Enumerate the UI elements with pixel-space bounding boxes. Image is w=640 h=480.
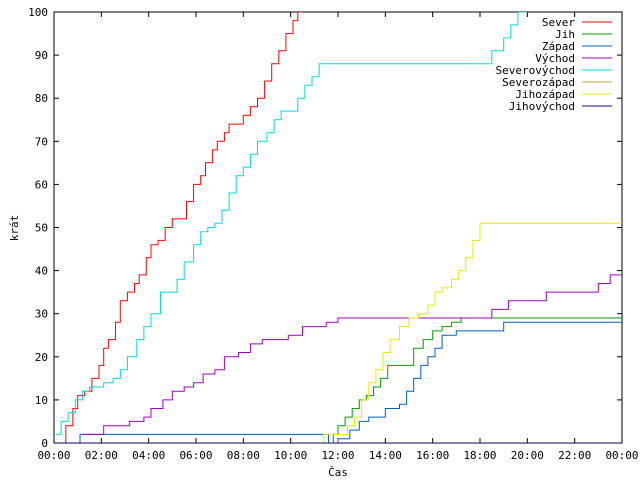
series-line-4 [82,274,622,435]
y-tick-label: 90 [35,49,48,62]
y-tick-label: 10 [35,394,48,407]
legend-label: Východ [535,52,575,65]
x-tick-label: 02:00 [85,449,118,462]
series-line-7 [314,222,622,443]
y-axis-label: krát [8,215,21,242]
x-tick-label: 06:00 [179,449,212,462]
series-layer [54,12,622,443]
y-tick-label: 60 [35,178,48,191]
x-tick-label: 00:00 [605,449,638,462]
series-line-3 [54,321,622,443]
x-tick-label: 22:00 [558,449,591,462]
x-tick-label: 04:00 [132,449,165,462]
x-tick-label: 00:00 [37,449,70,462]
x-tick-label: 12:00 [321,449,354,462]
x-tick-label: 08:00 [227,449,260,462]
legend-label: Sever [542,16,575,29]
y-tick-label: 100 [28,6,48,19]
y-tick-label: 70 [35,135,48,148]
axes: 0 10 20 30 40 50 60 70 80 90 100 00:00 02:00 04:00 06:… [28,6,638,462]
legend-label: Severozápad [502,76,575,89]
x-tick-label: 16:00 [416,449,449,462]
y-tick-label: 50 [35,222,48,235]
legend-label: Západ [542,40,575,53]
y-tick-label: 80 [35,92,48,105]
x-tick-label: 14:00 [369,449,402,462]
series-line-5 [56,12,528,435]
series-line-2 [314,317,622,443]
legend-label: Severovýchod [496,64,575,77]
y-tick-label: 0 [41,437,48,450]
legend-label: Jih [555,28,575,41]
x-tick-label: 20:00 [511,449,544,462]
legend: SeverJihZápadVýchodSeverovýchodSeverozáp… [496,16,612,113]
legend-label: Jihozápad [515,88,575,101]
x-axis-label: Čas [328,466,348,479]
y-tick-label: 30 [35,308,48,321]
legend-label: Jihovýchod [509,100,575,113]
series-line-1 [61,12,303,443]
x-tick-label: 18:00 [463,449,496,462]
y-tick-label: 20 [35,351,48,364]
x-tick-label: 10:00 [274,449,307,462]
y-tick-label: 40 [35,265,48,278]
